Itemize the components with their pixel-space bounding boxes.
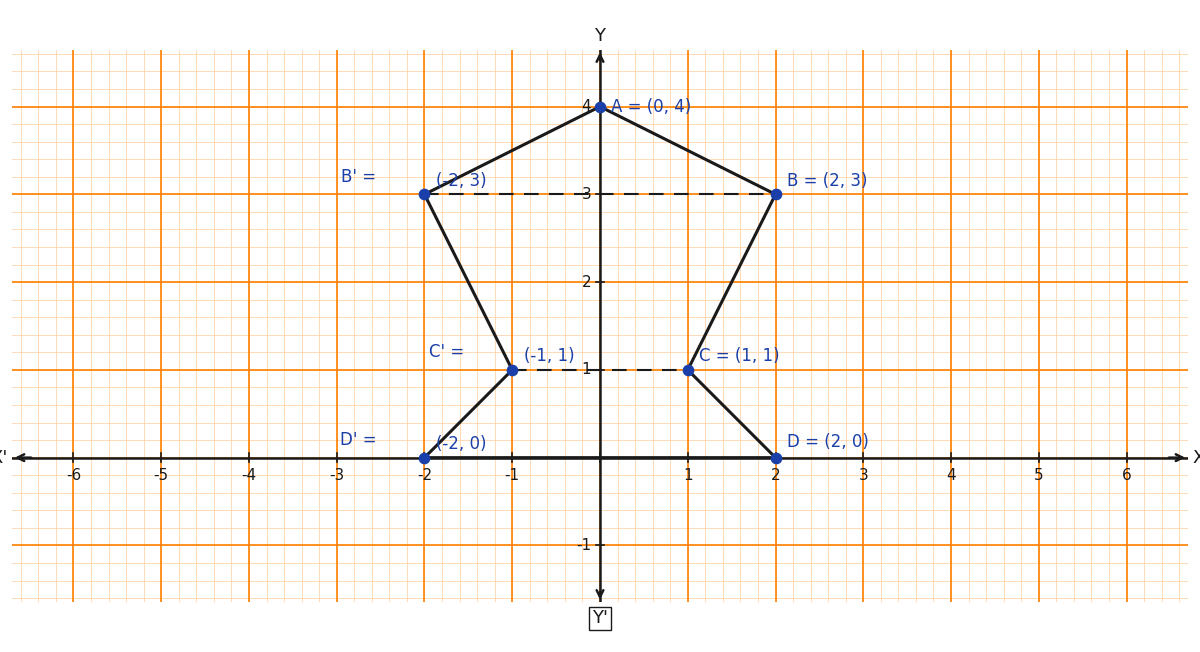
- Point: [503, 364, 522, 375]
- Text: X': X': [0, 449, 7, 467]
- Point: [766, 452, 785, 463]
- Text: 2: 2: [582, 274, 592, 289]
- Text: -1: -1: [576, 538, 592, 553]
- Point: [766, 189, 785, 200]
- Text: 3: 3: [582, 187, 592, 202]
- Text: D' =: D' =: [340, 431, 377, 449]
- Text: D = (2, 0): D = (2, 0): [787, 433, 869, 451]
- Text: 2: 2: [770, 468, 780, 483]
- Point: [415, 452, 434, 463]
- Text: 1: 1: [582, 363, 592, 378]
- Point: [415, 189, 434, 200]
- Text: B' =: B' =: [341, 168, 377, 186]
- Text: -2: -2: [416, 468, 432, 483]
- Text: (-1, 1): (-1, 1): [523, 348, 575, 366]
- Text: A = (0, 4): A = (0, 4): [612, 98, 691, 115]
- Text: C' =: C' =: [428, 343, 464, 361]
- Text: 3: 3: [858, 468, 868, 483]
- Text: B = (2, 3): B = (2, 3): [787, 172, 868, 190]
- Text: -1: -1: [505, 468, 520, 483]
- Text: 1: 1: [683, 468, 692, 483]
- Text: C = (1, 1): C = (1, 1): [700, 348, 780, 366]
- Point: [678, 364, 697, 375]
- Text: X: X: [1193, 449, 1200, 467]
- Text: -5: -5: [154, 468, 169, 483]
- Text: -6: -6: [66, 468, 82, 483]
- Text: 6: 6: [1122, 468, 1132, 483]
- Text: Y: Y: [594, 27, 606, 45]
- Point: [590, 101, 610, 111]
- Text: 5: 5: [1034, 468, 1044, 483]
- Text: 4: 4: [582, 99, 592, 114]
- Text: -4: -4: [241, 468, 257, 483]
- Text: (-2, 3): (-2, 3): [436, 172, 486, 190]
- Text: -3: -3: [329, 468, 344, 483]
- Text: Y': Y': [592, 610, 608, 627]
- Text: 4: 4: [947, 468, 956, 483]
- Text: (-2, 0): (-2, 0): [436, 436, 486, 453]
